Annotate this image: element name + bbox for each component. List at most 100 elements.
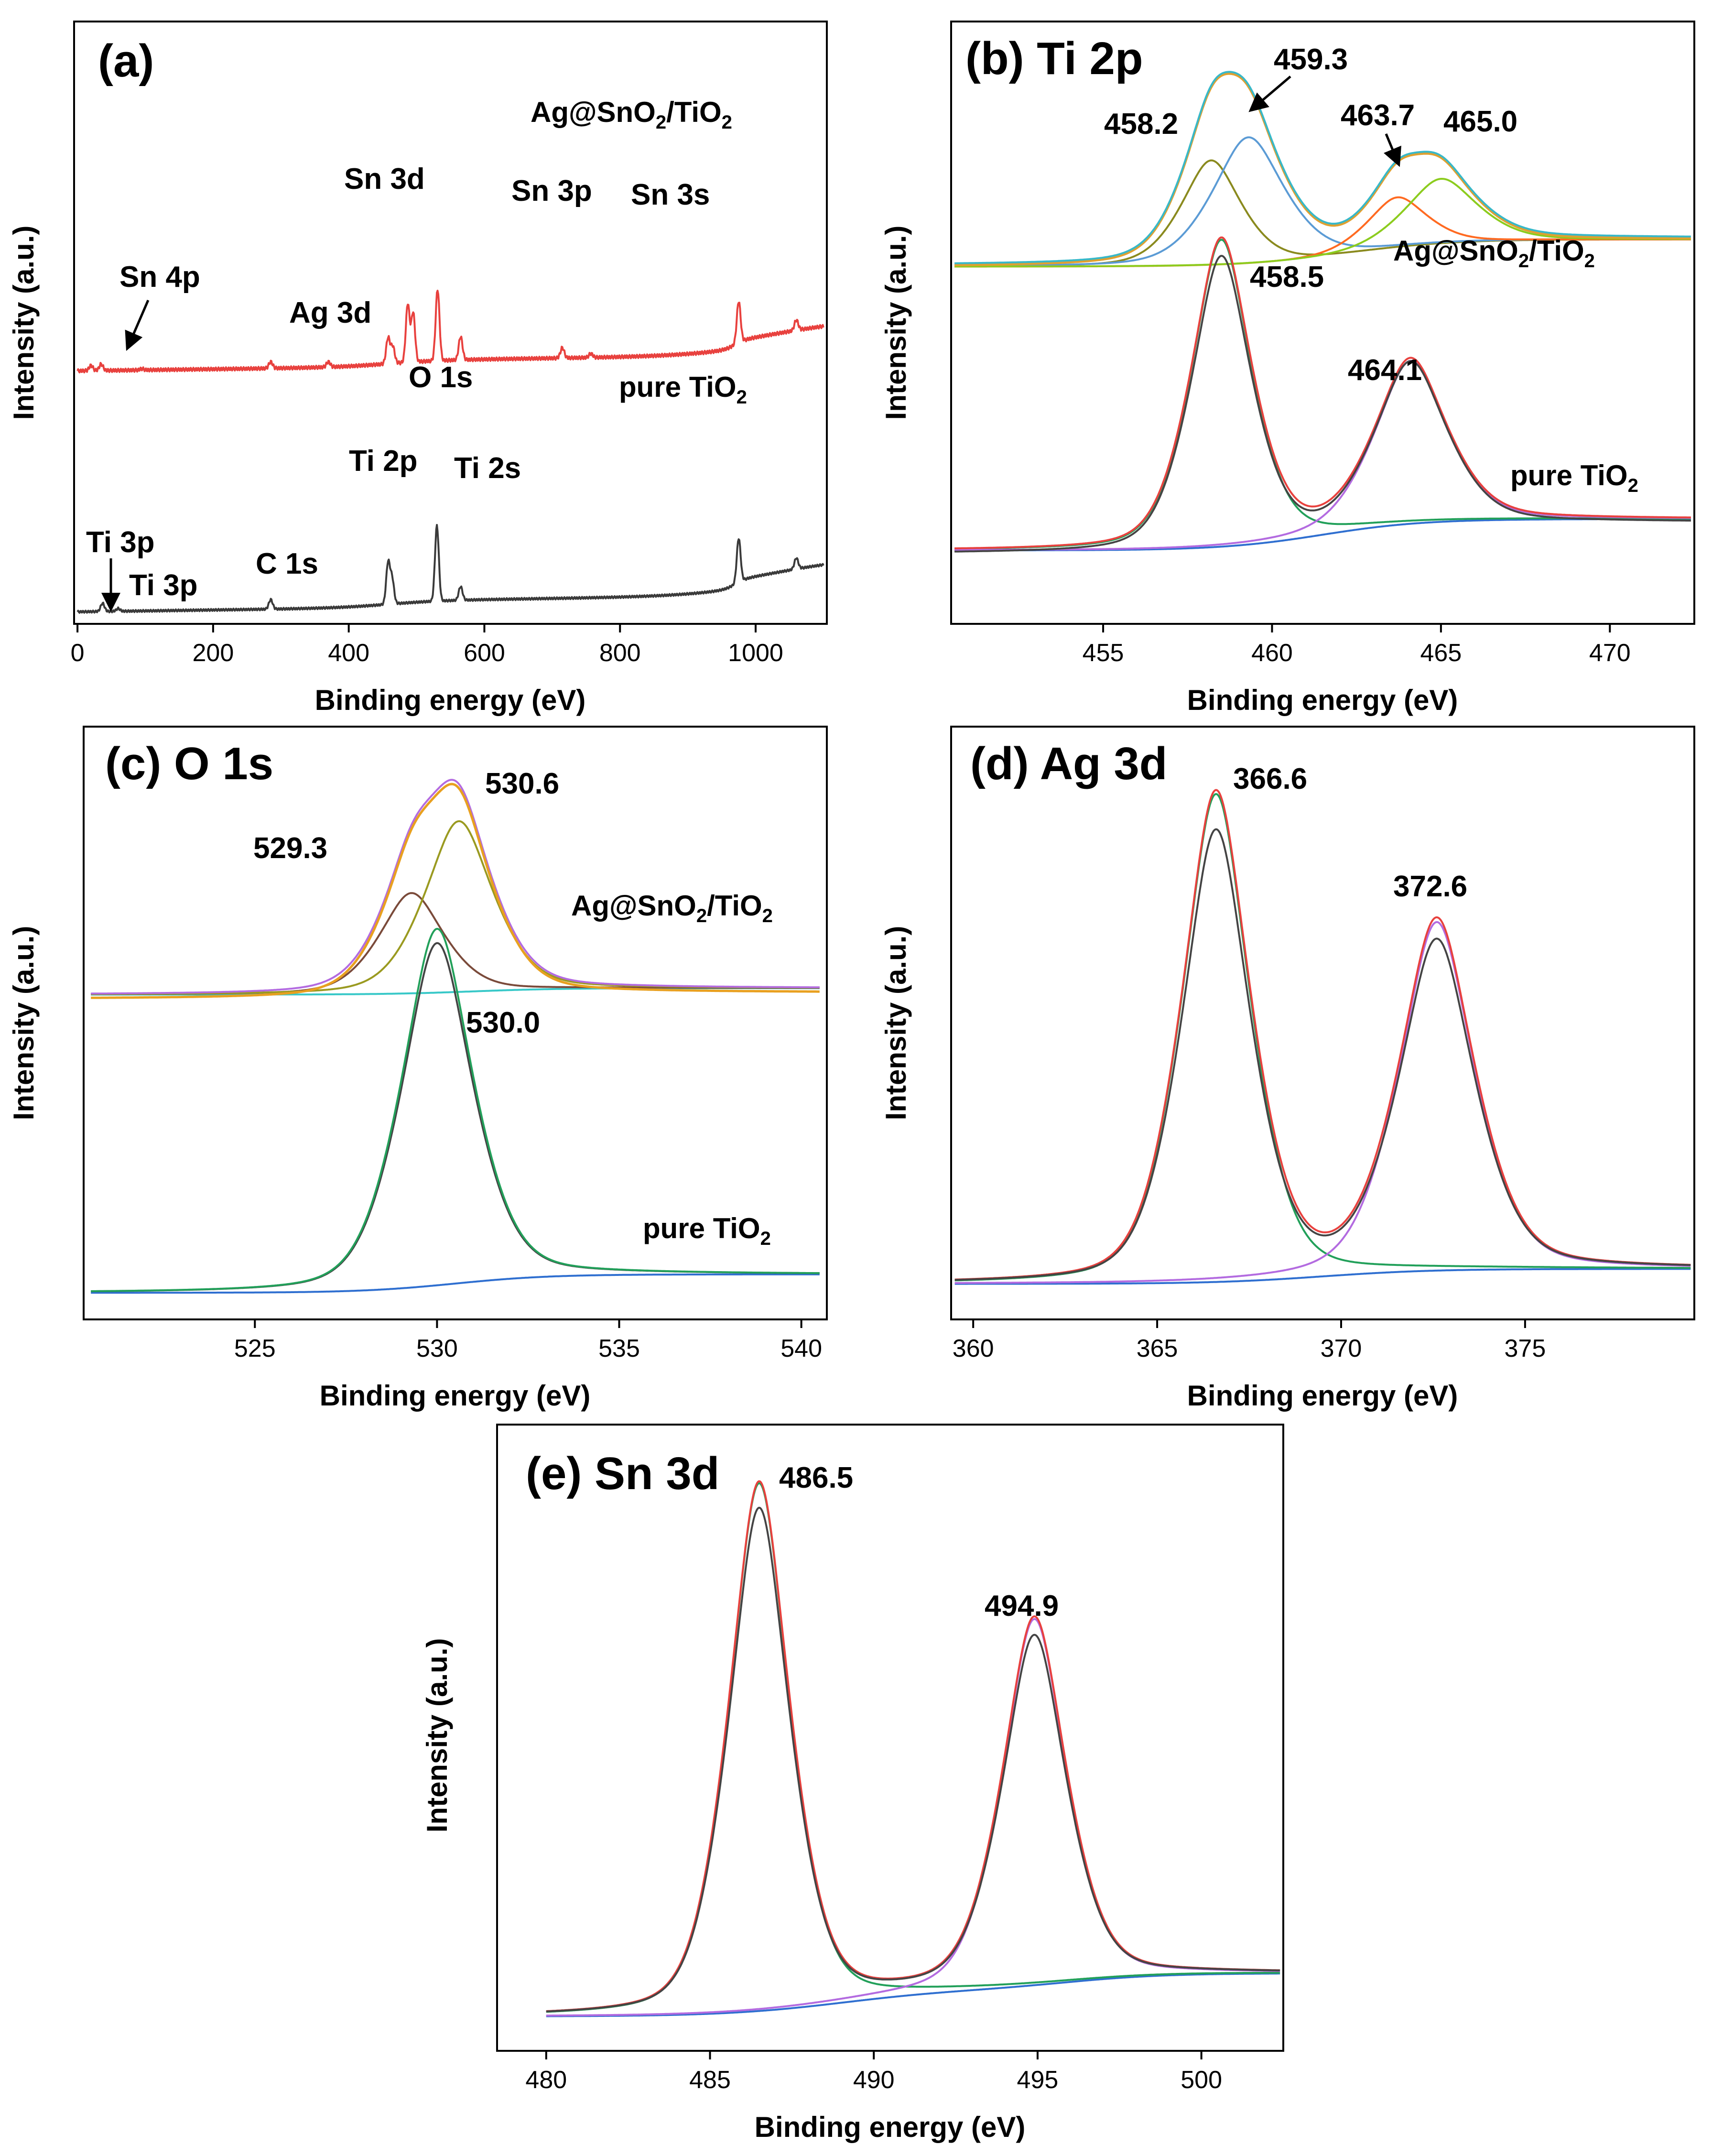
x-tick-label: 1000 (728, 639, 783, 667)
arrow-sn4p (125, 300, 150, 351)
x-tick-label: 0 (71, 639, 85, 667)
panel-a: 0 200 400 600 800 1000 (a) Binding energy (eV… (8, 21, 828, 716)
series-label-c-ag-sno2-tio2: Ag@SnO2/TiO2 (571, 890, 773, 926)
label-b-458-2: 458.2 (1104, 108, 1178, 141)
panel-d-curves (954, 789, 1691, 1285)
label-ti3p-lower: Ti 3p (129, 569, 198, 602)
x-tick-label: 360 (953, 1335, 994, 1362)
panel-a-curves (76, 290, 824, 614)
fit-ti2p-465-0 (954, 178, 1691, 268)
fit-o1s-530-0 (91, 927, 820, 1292)
x-tick-label: 375 (1505, 1335, 1546, 1362)
panel-b-frame (950, 21, 1695, 625)
series-label-ag-sno2-tio2: Ag@SnO2/TiO2 (531, 96, 732, 133)
panel-c-frame (83, 726, 828, 1320)
label-c-530-6: 530.6 (485, 767, 559, 800)
label-b-463-7: 463.7 (1341, 99, 1415, 132)
x-tick-label: 600 (464, 639, 505, 667)
panel-c-curves (91, 779, 820, 1294)
label-c-529-3: 529.3 (253, 832, 327, 865)
envelope-ti2p-pure (954, 236, 1691, 550)
arrow-b-463-7 (1384, 133, 1401, 167)
panel-d-xlabel: Binding energy (eV) (1187, 1380, 1458, 1412)
panel-a-xlabel: Binding energy (eV) (315, 684, 586, 716)
x-tick-label: 800 (599, 639, 641, 667)
panel-e-xlabel: Binding energy (eV) (755, 2111, 1026, 2143)
envelope-ti2p-ag-sno2-tio2 (954, 72, 1691, 266)
raw-sn3d (546, 1506, 1280, 2013)
panel-b: 455 460 465 470 (b) Ti 2p Binding energy (e… (880, 21, 1695, 716)
x-tick-label: 470 (1589, 639, 1631, 667)
x-tick-label: 530 (416, 1335, 458, 1362)
label-b-458-5: 458.5 (1250, 261, 1324, 294)
raw-o1s-ag (91, 779, 820, 995)
label-e-494-9: 494.9 (985, 1590, 1059, 1622)
label-c1s: C 1s (256, 547, 318, 580)
x-tick-label: 525 (234, 1335, 276, 1362)
x-tick-label: 370 (1321, 1335, 1362, 1362)
x-tick-label: 490 (853, 2066, 895, 2094)
label-o1s: O 1s (409, 361, 473, 394)
panel-c-ylabel: Intensity (a.u.) (8, 926, 40, 1121)
panel-e-xaxis: 480 485 490 495 500 (525, 2051, 1222, 2094)
x-tick-label: 540 (780, 1335, 822, 1362)
series-label-pure-tio2: pure TiO2 (619, 371, 747, 408)
background-sn3d (546, 1972, 1280, 2017)
panel-c-xaxis: 525 530 535 540 (234, 1319, 822, 1362)
label-b-459-3: 459.3 (1274, 43, 1348, 76)
x-tick-label: 455 (1083, 639, 1124, 667)
panel-e-frame (496, 1424, 1284, 2052)
label-ti2s: Ti 2s (454, 452, 521, 485)
series-label-c-pure-tio2: pure TiO2 (643, 1212, 771, 1249)
panel-e: 480 485 490 495 500 (e) Sn 3d Binding energy… (421, 1424, 1284, 2143)
label-sn4p: Sn 4p (119, 261, 200, 294)
panel-c-xlabel: Binding energy (eV) (320, 1380, 591, 1412)
panel-c: 525 530 535 540 (c) O 1s Binding energy (eV… (8, 726, 828, 1412)
x-tick-label: 495 (1017, 2066, 1059, 2094)
panel-d-title: (d) Ag 3d (970, 738, 1167, 789)
x-tick-label: 460 (1251, 639, 1293, 667)
panel-c-title: (c) O 1s (105, 738, 273, 789)
background-o1s-pure (91, 1273, 820, 1294)
survey-curve-ag-sno2-tio2 (76, 290, 824, 374)
label-c-530-0: 530.0 (466, 1006, 540, 1039)
arrow-b-459-3 (1248, 76, 1291, 112)
raw-ti2p-pure (954, 255, 1691, 553)
label-e-486-5: 486.5 (779, 1461, 853, 1494)
raw-ag3d (954, 828, 1691, 1281)
envelope-o1s-ag (91, 783, 820, 999)
panel-d-xaxis: 360 365 370 375 (953, 1319, 1546, 1362)
x-tick-label: 365 (1137, 1335, 1178, 1362)
label-ti2p: Ti 2p (349, 445, 418, 478)
panel-e-title: (e) Sn 3d (526, 1448, 719, 1499)
panel-d-frame (950, 726, 1695, 1320)
x-tick-label: 480 (525, 2066, 567, 2094)
x-tick-label: 500 (1181, 2066, 1222, 2094)
x-tick-label: 200 (192, 639, 234, 667)
x-tick-label: 535 (598, 1335, 640, 1362)
label-sn3p: Sn 3p (511, 174, 592, 207)
panel-a-frame (73, 21, 828, 625)
panel-a-ylabel: Intensity (a.u.) (8, 226, 40, 420)
x-tick-label: 485 (689, 2066, 731, 2094)
panel-b-xaxis: 455 460 465 470 (1083, 624, 1631, 667)
background-ag3d (954, 1268, 1691, 1285)
label-d-372-6: 372.6 (1393, 870, 1467, 903)
panel-a-title: (a) (98, 35, 154, 87)
panel-d-ylabel: Intensity (a.u.) (880, 926, 912, 1121)
fit-ag3d-372-6 (954, 921, 1691, 1284)
label-sn3s: Sn 3s (631, 178, 710, 211)
raw-ti2p-ag-sno2-tio2 (954, 71, 1691, 264)
panel-d: 360 365 370 375 (d) Ag 3d Binding energy (e… (880, 726, 1695, 1412)
panel-b-curves (954, 71, 1691, 553)
label-d-366-6: 366.6 (1233, 762, 1307, 795)
panel-e-ylabel: Intensity (a.u.) (421, 1638, 453, 1833)
label-ag3d: Ag 3d (289, 296, 371, 329)
label-ti3p-upper: Ti 3p (86, 526, 155, 559)
series-label-b-ag-sno2-tio2: Ag@SnO2/TiO2 (1393, 235, 1595, 272)
x-tick-label: 465 (1420, 639, 1462, 667)
survey-curve-pure-tio2 (76, 524, 824, 614)
label-b-465-0: 465.0 (1443, 105, 1517, 138)
series-label-b-pure-tio2: pure TiO2 (1510, 459, 1638, 496)
